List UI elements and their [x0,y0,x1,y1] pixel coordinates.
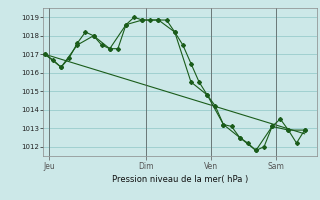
X-axis label: Pression niveau de la mer( hPa ): Pression niveau de la mer( hPa ) [112,175,248,184]
